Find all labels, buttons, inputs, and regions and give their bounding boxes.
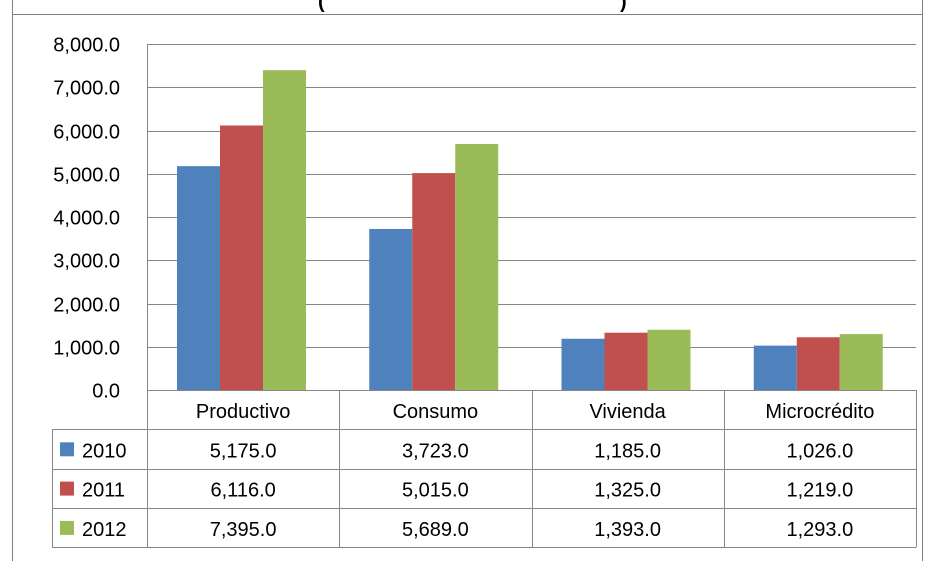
data-label: 1,393.0	[594, 519, 661, 541]
data-label: 1,026.0	[787, 440, 854, 462]
y-tick-label: 8,000.0	[53, 35, 120, 57]
bar-2011-consumo	[412, 173, 456, 390]
data-label: 1,293.0	[787, 519, 854, 541]
bar-2012-consumo	[455, 143, 499, 390]
y-tick-label: 2,000.0	[53, 295, 120, 317]
data-table: Productivo Consumo Vivienda Microcrédito 201…	[52, 390, 917, 548]
data-label: 1,325.0	[594, 480, 661, 502]
legend-label-2012: 2012	[82, 519, 127, 541]
data-label: 6,116.0	[211, 480, 276, 502]
chart-border	[12, 0, 923, 561]
category-label: Microcrédito	[765, 401, 874, 423]
bar-2012-productivo	[263, 70, 306, 390]
data-label: 1,185.0	[594, 440, 661, 462]
chart-title-close: )	[620, 0, 627, 13]
bar-2010-vivienda	[561, 338, 605, 390]
data-label: 3,723.0	[402, 440, 469, 462]
bars	[177, 70, 883, 390]
legend-swatch-2012	[60, 520, 74, 535]
y-tick-label: 4,000.0	[53, 208, 120, 230]
y-tick-label: 3,000.0	[53, 251, 120, 273]
bar-2011-vivienda	[604, 332, 648, 390]
data-label: 1,219.0	[787, 480, 854, 502]
y-tick-label: 6,000.0	[53, 122, 120, 144]
y-axis-tick-labels: 0.0 1,000.0 2,000.0 3,000.0 4,000.0 5,000.0 6,…	[53, 35, 120, 403]
bar-2010-consumo	[369, 228, 413, 390]
category-label: Vivienda	[589, 401, 666, 423]
category-label: Productivo	[196, 401, 291, 423]
category-label: Consumo	[393, 401, 479, 423]
chart-title-open: (	[318, 0, 325, 13]
y-tick-label: 1,000.0	[53, 338, 120, 360]
data-label: 5,689.0	[402, 519, 469, 541]
y-tick-label: 5,000.0	[53, 165, 120, 187]
legend-label-2011: 2011	[82, 480, 125, 502]
data-label: 5,175.0	[210, 440, 277, 462]
y-tick-label: 7,000.0	[53, 78, 120, 100]
legend-label-2010: 2010	[82, 440, 127, 462]
legend-swatch-2011	[60, 481, 74, 496]
y-tick-label: 0.0	[92, 381, 120, 403]
data-label: 5,015.0	[402, 480, 469, 502]
bar-2010-productivo	[177, 166, 220, 390]
bar-2012-vivienda	[647, 329, 691, 390]
data-label: 7,395.0	[210, 519, 277, 541]
bar-2011-productivo	[220, 125, 263, 390]
bar-2011-microcrédito	[796, 337, 840, 390]
bar-2010-microcrédito	[753, 345, 797, 390]
bar-2012-microcrédito	[839, 334, 883, 390]
legend-swatch-2010	[60, 442, 74, 457]
